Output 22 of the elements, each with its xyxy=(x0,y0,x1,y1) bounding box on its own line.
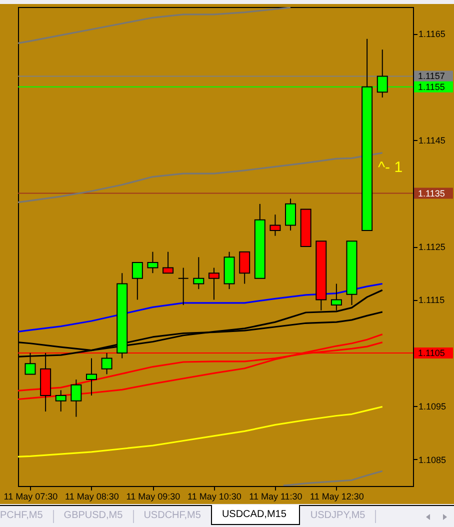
x-tick-label: 11 May 11:30 xyxy=(249,492,302,502)
y-tick-label: 1.1115 xyxy=(418,295,445,306)
text: GBPUSD,M5 xyxy=(62,509,124,523)
x-tick-label: 11 May 07:30 xyxy=(4,492,58,502)
y-tick-label: 1.1095 xyxy=(418,402,446,412)
ref-line-label: 1.1155 xyxy=(418,82,445,92)
ref-line-label: 1.1157 xyxy=(418,71,445,82)
y-tick-label: 1.1085 xyxy=(418,454,446,465)
active-tab: USDCAD,M15 xyxy=(210,505,300,525)
annotation: ^- 1 xyxy=(378,159,403,176)
x-tick-label: 11 May 09:30 xyxy=(126,492,180,502)
y-tick-label: 1.1125 xyxy=(418,242,446,252)
ref-line-label: 1.1135 xyxy=(418,188,445,198)
text: USDCHF,M5 xyxy=(142,509,202,523)
text: PCHF,M5 xyxy=(0,509,44,523)
x-tick-label: 11 May 10:30 xyxy=(188,492,242,502)
x-tick-label: 11 May 08:30 xyxy=(65,492,119,502)
y-tick-label: 1.1145 xyxy=(418,136,446,146)
x-tick-label: 11 May 12:30 xyxy=(310,492,364,502)
text: USDJPY,M5 xyxy=(309,509,366,523)
y-tick-label: 1.1165 xyxy=(418,29,446,40)
ref-line-label: 1.1105 xyxy=(418,348,445,358)
